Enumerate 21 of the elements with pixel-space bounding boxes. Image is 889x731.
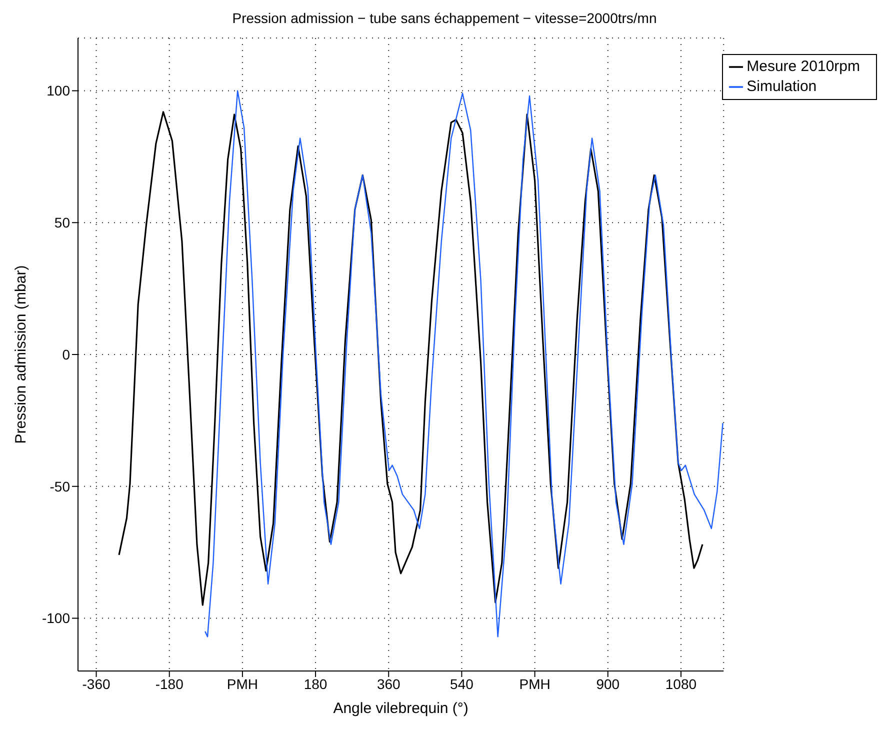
x-tick-label: 540: [450, 676, 474, 692]
line-series: [204, 90, 724, 638]
y-tick-label: 100: [46, 82, 70, 99]
legend-label: Mesure 2010rpm: [746, 58, 860, 75]
x-tick-label: PMH: [226, 676, 258, 692]
x-tick-label: 1080: [665, 676, 697, 692]
y-axis-title: Pression admission (mbar): [12, 265, 30, 444]
legend-label: Simulation: [746, 78, 817, 95]
x-tick-label: -180: [155, 676, 184, 692]
x-tick-label: 180: [304, 676, 328, 692]
x-tick-label: -360: [82, 676, 110, 692]
y-tick-label: 50: [54, 214, 70, 231]
y-tick-label: -100: [42, 610, 70, 626]
chart-title: Pression admission − tube sans échappement − vitesse=2000trs/mn: [231, 10, 658, 26]
line-series: [118, 111, 704, 606]
x-axis-title: Angle vilebrequin (°): [333, 700, 468, 717]
x-tick-label: 360: [376, 676, 401, 692]
x-tick-label: 900: [596, 676, 620, 692]
x-tick-label: PMH: [519, 676, 550, 692]
y-tick-label: -50: [50, 478, 70, 494]
y-tick-label: 0: [62, 346, 70, 362]
